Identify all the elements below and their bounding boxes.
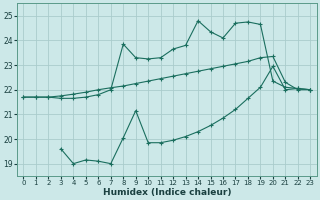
X-axis label: Humidex (Indice chaleur): Humidex (Indice chaleur) [103,188,231,197]
